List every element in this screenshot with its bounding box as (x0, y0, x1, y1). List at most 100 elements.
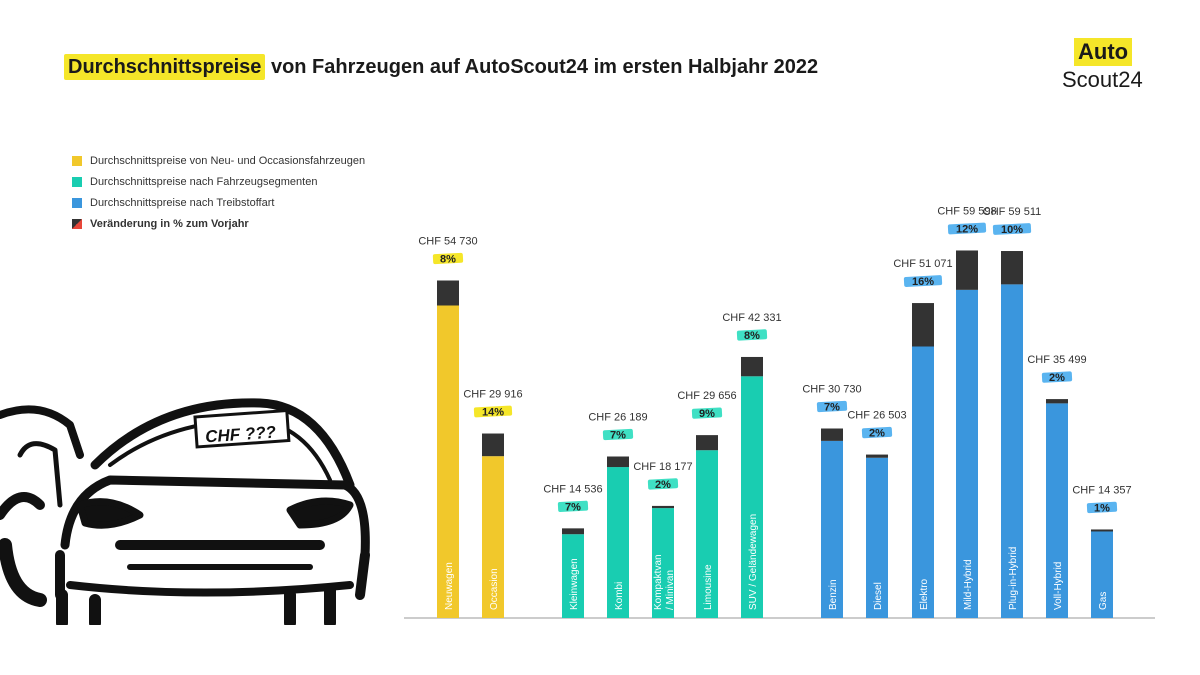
change-label: 8% (744, 330, 760, 342)
bar-change-segment (696, 435, 718, 451)
legend-swatch-blue (72, 197, 82, 208)
change-label: 7% (824, 401, 840, 413)
change-label: 2% (869, 428, 885, 440)
value-label: CHF 59 511 (983, 206, 1042, 218)
value-label: CHF 29 916 (463, 389, 522, 401)
bar-change-segment (821, 428, 843, 441)
category-label: Benzin (828, 579, 839, 610)
legend-item-treibstoff: Durchschnittspreise nach Treibstoffart (72, 192, 365, 213)
change-label: 2% (655, 479, 671, 491)
bar-change-segment (866, 454, 888, 458)
legend-item-segmente: Durchschnittspreise nach Fahrzeugsegment… (72, 171, 365, 192)
value-label: CHF 35 499 (1027, 354, 1086, 366)
bar (482, 456, 504, 618)
legend-swatch-yellow (72, 155, 82, 166)
change-tag-highlight (992, 223, 1032, 235)
change-label: 7% (610, 430, 626, 442)
bar-change-segment (741, 356, 763, 377)
bar-change-segment (482, 433, 504, 457)
change-label: 7% (565, 501, 581, 513)
bar (1091, 530, 1113, 618)
bar-change-segment (956, 250, 978, 290)
category-label: Kompaktvan (653, 554, 664, 610)
category-label: Voll-Hybrid (1053, 562, 1064, 610)
change-tag-highlight (602, 428, 634, 441)
category-label: / Minivan (665, 570, 676, 610)
bar (1046, 403, 1068, 618)
title-highlight: Durchschnittspreise (64, 54, 266, 80)
bar-change-segment (562, 528, 584, 535)
change-tag-highlight (473, 405, 513, 418)
value-label: CHF 30 730 (802, 383, 861, 395)
change-tag-highlight (557, 500, 589, 513)
car-illustration: CHF ??? (0, 398, 370, 625)
logo-line-1: Auto (1074, 38, 1133, 66)
change-tag-highlight (947, 222, 987, 235)
legend-swatch-change (72, 218, 82, 229)
title-rest: von Fahrzeugen auf AutoScout24 im ersten… (265, 56, 819, 78)
bar-change-segment (912, 303, 934, 347)
category-label: Elektro (919, 578, 930, 610)
change-label: 14% (482, 407, 504, 419)
category-label: Kombi (614, 582, 625, 610)
change-tag-highlight (816, 400, 848, 413)
bar (696, 450, 718, 618)
value-label: CHF 18 177 (633, 461, 692, 473)
legend-label: Durchschnittspreise nach Fahrzeugsegment… (90, 175, 318, 188)
legend-swatch-teal (72, 176, 82, 187)
logo-line-2: Scout24 (1062, 67, 1143, 92)
change-label: 10% (1001, 224, 1023, 236)
value-label: CHF 51 071 (893, 258, 952, 270)
value-label: CHF 14 357 (1072, 484, 1131, 496)
bar (741, 376, 763, 618)
bar (1001, 284, 1023, 618)
value-label: CHF 42 331 (722, 312, 781, 324)
change-label: 12% (956, 223, 978, 235)
change-label: 9% (699, 408, 715, 420)
page-title: Durchschnittspreise von Fahrzeugen auf A… (64, 54, 819, 80)
change-label: 8% (440, 253, 456, 265)
value-label: CHF 26 189 (588, 412, 647, 424)
bar (562, 534, 584, 618)
category-label: Gas (1098, 592, 1109, 610)
bar-change-segment (1001, 251, 1023, 285)
bar (607, 467, 629, 618)
legend-item-neu-occasion: Durchschnittspreise von Neu- und Occasio… (72, 150, 365, 171)
legend-label: Durchschnittspreise nach Treibstoffart (90, 196, 275, 209)
bar-change-segment (652, 505, 674, 509)
bar-change-segment (437, 280, 459, 306)
category-label: SUV / Geländewagen (748, 514, 759, 610)
change-tag-highlight (1041, 371, 1073, 383)
bar (912, 346, 934, 618)
car-sign-text: CHF ??? (205, 422, 278, 446)
bar (956, 289, 978, 618)
change-tag-highlight (736, 329, 768, 341)
legend-label: Durchschnittspreise von Neu- und Occasio… (90, 154, 366, 167)
change-tag-highlight (432, 252, 464, 265)
bar-change-segment (1046, 399, 1068, 404)
value-label: CHF 29 656 (677, 390, 736, 402)
bar (652, 508, 674, 618)
bar-change-segment (607, 456, 629, 468)
change-tag-highlight (1086, 501, 1118, 514)
value-label: CHF 59 598 (937, 205, 996, 217)
change-tag-highlight (861, 426, 893, 439)
change-tag-highlight (691, 407, 723, 419)
bar (821, 440, 843, 618)
change-label: 16% (912, 276, 934, 288)
autoscout24-logo: Auto Scout24 (1060, 38, 1150, 98)
change-tag-highlight (647, 478, 679, 490)
category-label: Plug-in-Hybrid (1008, 547, 1019, 610)
bar-change-segment (1091, 529, 1113, 532)
change-label: 2% (1049, 372, 1065, 384)
category-label: Diesel (873, 582, 884, 610)
category-label: Mild-Hybrid (963, 559, 974, 610)
category-label: Kleinwagen (569, 558, 580, 610)
value-label: CHF 54 730 (418, 235, 477, 247)
category-label: Limousine (703, 564, 714, 610)
category-label: Occasion (489, 568, 500, 610)
category-label: Neuwagen (444, 562, 455, 610)
bar (866, 457, 888, 618)
bar (437, 305, 459, 618)
